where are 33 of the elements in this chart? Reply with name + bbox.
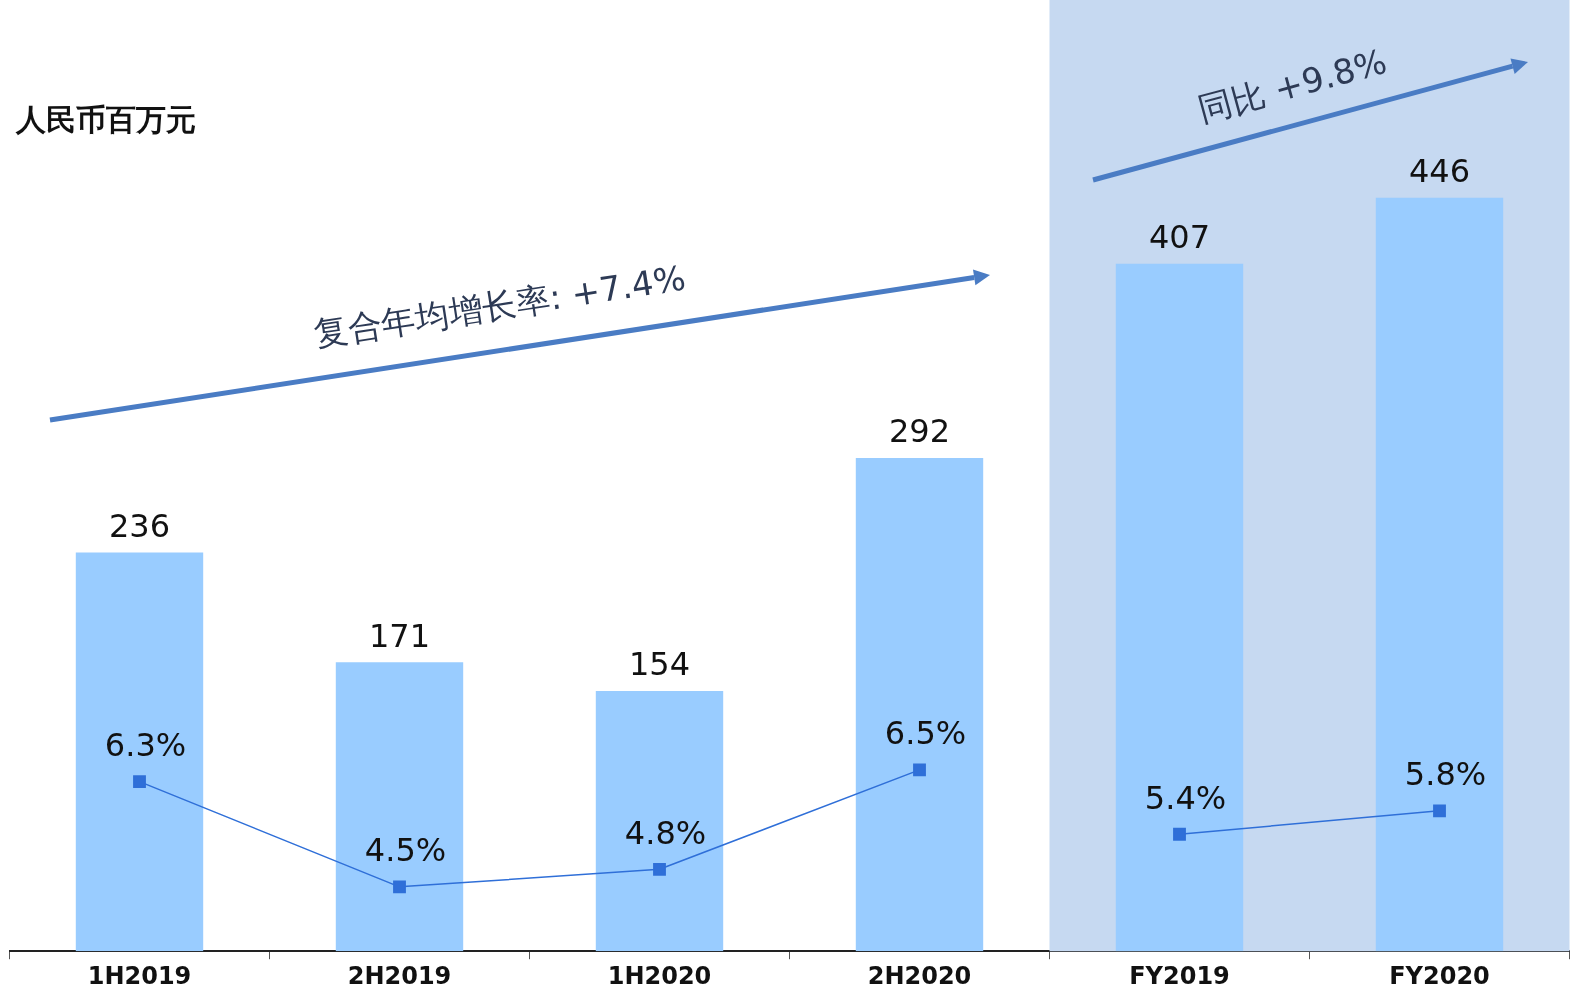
- data-label: 236: [108, 506, 171, 545]
- x-tick-label: 2H2020: [867, 961, 972, 990]
- x-tick-label: 1H2020: [607, 961, 712, 990]
- data-label: 5.8%: [1404, 755, 1487, 794]
- annotation: 复合年均增长率: +7.4%: [310, 256, 689, 357]
- data-label: 6.3%: [104, 725, 187, 764]
- point: [1433, 804, 1446, 818]
- bar: [335, 662, 464, 952]
- text: 同比 +9.8%: [1192, 39, 1392, 133]
- bar: [1375, 197, 1504, 952]
- data-label: 5.4%: [1144, 778, 1227, 817]
- data-label: 154: [628, 645, 691, 684]
- data-label: 6.5%: [884, 714, 967, 753]
- x-tick-label: FY2019: [1129, 961, 1230, 990]
- data-label: 407: [1148, 218, 1211, 257]
- y-axis-title: 人民币百万元: [16, 101, 196, 139]
- x-tick-label: FY2020: [1389, 961, 1490, 990]
- data-label: 292: [888, 412, 951, 451]
- data-label: 171: [368, 616, 431, 655]
- data-label: 4.5%: [364, 831, 447, 870]
- point: [913, 763, 926, 777]
- data-label: 446: [1408, 152, 1471, 191]
- bar: [595, 691, 724, 952]
- point: [653, 862, 666, 876]
- x-tick-label: 1H2019: [87, 961, 192, 990]
- data-label: 4.8%: [624, 813, 707, 852]
- bar: [1115, 263, 1244, 952]
- point: [133, 775, 146, 788]
- point: [393, 880, 406, 894]
- bar: [855, 457, 984, 952]
- bar: [75, 552, 204, 952]
- x-tick-label: 2H2019: [347, 961, 452, 990]
- point: [1173, 827, 1186, 841]
